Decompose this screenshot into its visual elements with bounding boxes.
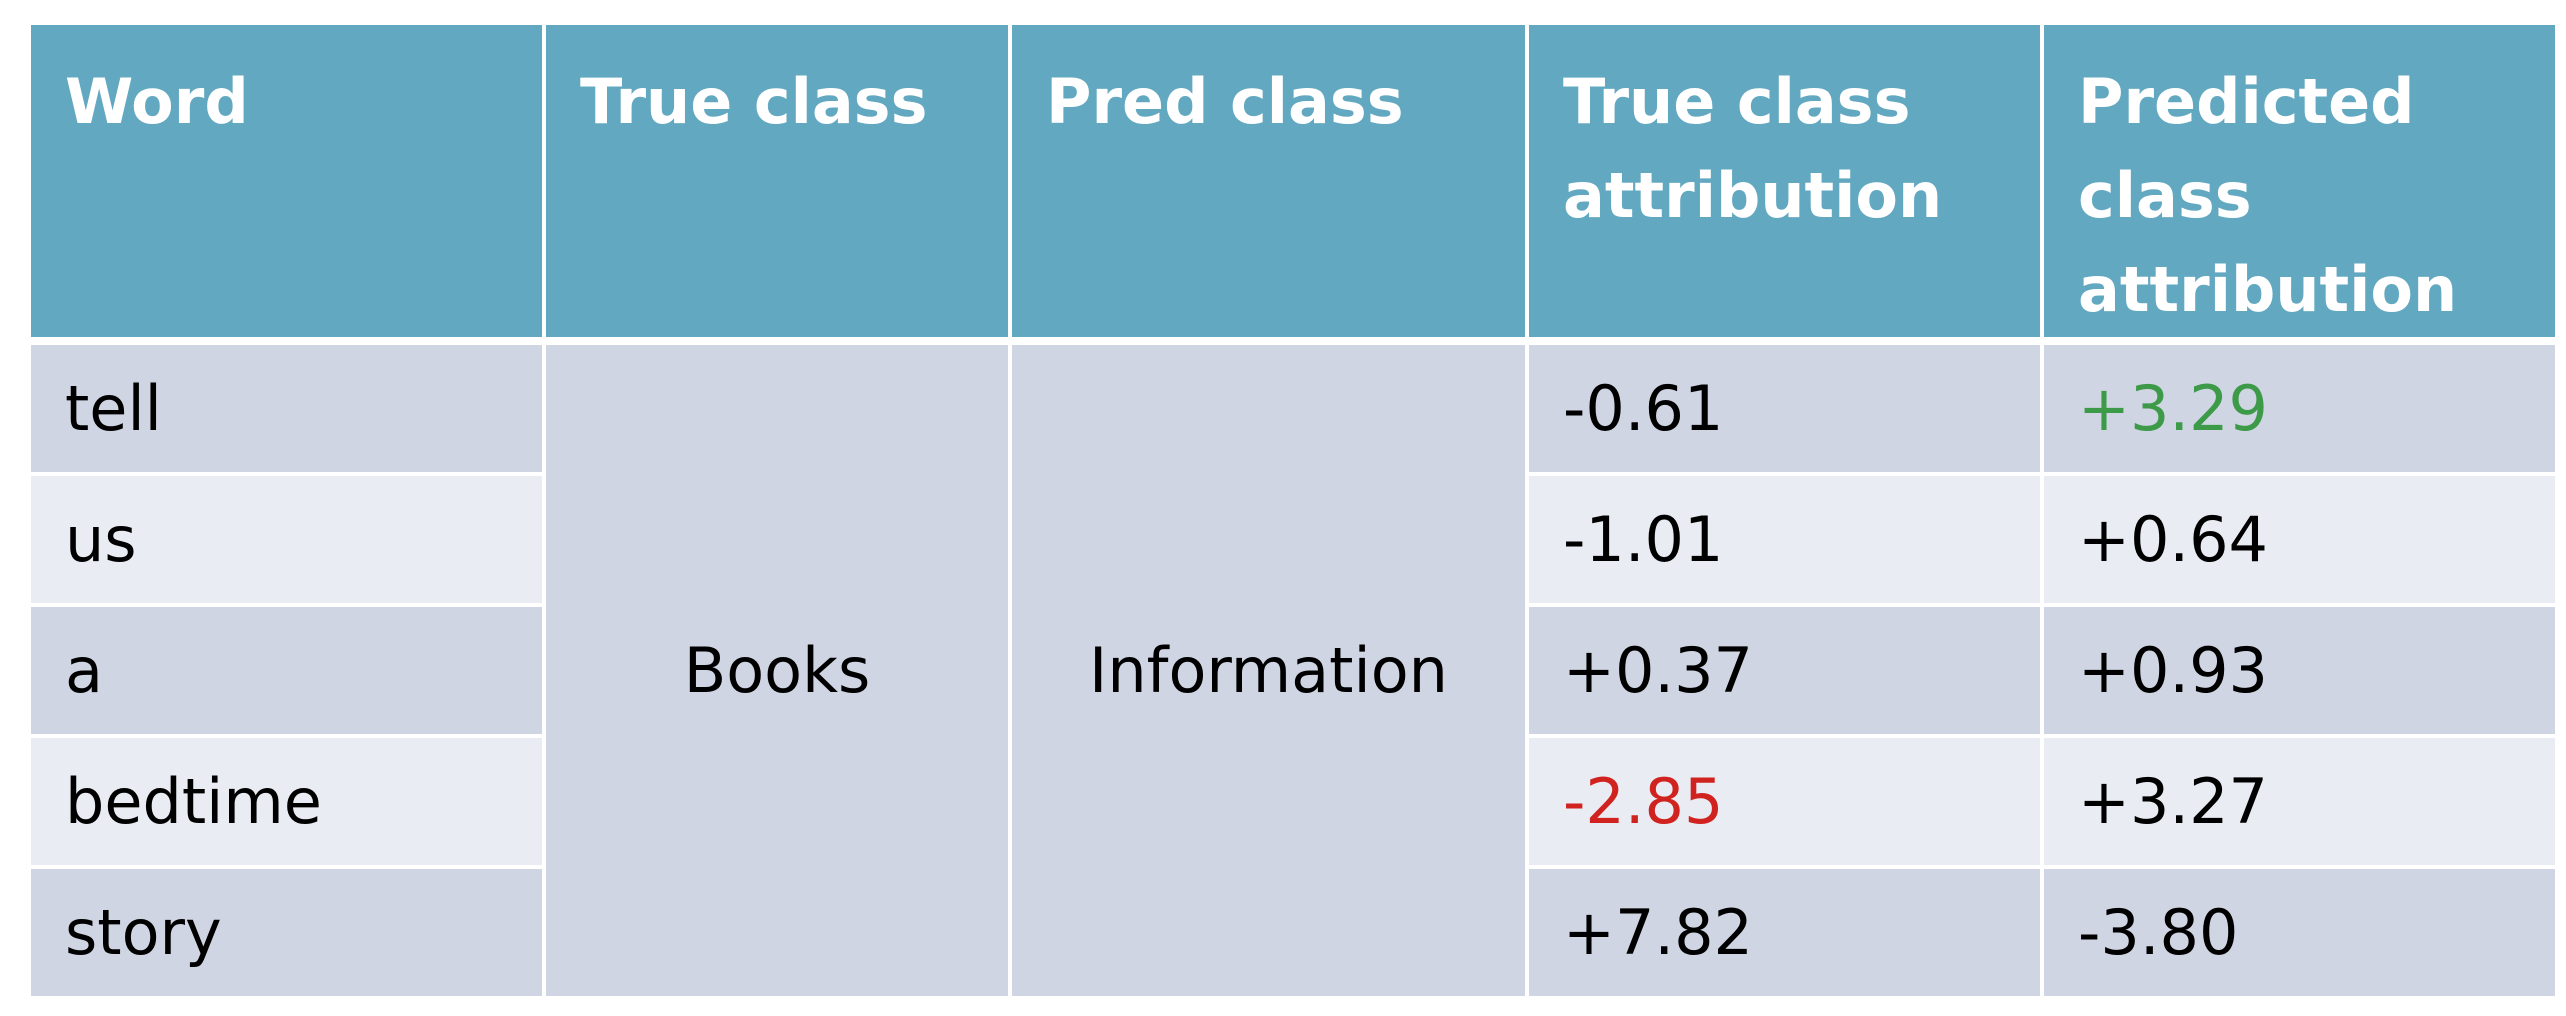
header-cell: Predicted class attribution [2044,25,2555,341]
pred-attr-cell: +3.27 [2044,738,2555,865]
header-cell: True class [546,25,1008,341]
header-row: Word True class Pred class True class at… [31,25,2555,341]
true-class-cell: Books [546,345,1008,996]
word-cell: us [31,476,542,603]
row: tell Books Information -0.61 +3.29 [31,345,2555,996]
word-cell: a [31,607,542,734]
true-attr-cell: -0.61 [1529,345,2040,472]
true-attr-cell: +7.82 [1529,869,2040,996]
row: story +7.82 -3.80 [31,869,2555,996]
row: bedtime -2.85 +3.27 [31,738,2555,865]
word-cell: bedtime [31,738,542,865]
pred-attr-cell: -3.80 [2044,869,2555,996]
true-attr-cell: +0.37 [1529,607,2040,734]
word-cell: story [31,869,542,996]
header-cell: Pred class [1012,25,1525,341]
true-attr-cell: -2.85 [1529,738,2040,865]
row: us -1.01 +0.64 [31,476,2555,603]
word-cell: tell [31,345,542,472]
row: a +0.37 +0.93 [31,607,2555,734]
pred-attr-cell: +3.29 [2044,345,2555,472]
pred-attr-cell: +0.93 [2044,607,2555,734]
true-attr-cell: -1.01 [1529,476,2040,603]
pred-class-cell: Information [1012,345,1525,996]
attribution-table: Word True class Pred class True class at… [27,21,2559,1000]
header-cell: Word [31,25,542,341]
pred-attr-cell: +0.64 [2044,476,2555,603]
header-cell: True class attribution [1529,25,2040,341]
